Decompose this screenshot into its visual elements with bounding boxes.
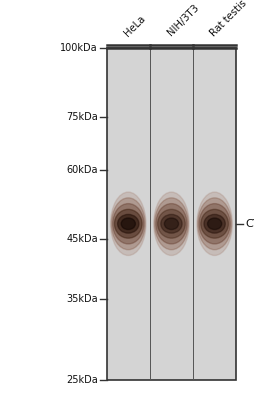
Ellipse shape <box>208 218 222 230</box>
Text: 45kDa: 45kDa <box>66 234 98 244</box>
Ellipse shape <box>197 192 232 256</box>
Ellipse shape <box>161 214 182 233</box>
Ellipse shape <box>155 198 188 250</box>
Ellipse shape <box>198 198 231 250</box>
Text: HeLa: HeLa <box>122 13 147 38</box>
Ellipse shape <box>204 214 225 233</box>
Ellipse shape <box>115 209 142 238</box>
Ellipse shape <box>158 209 185 238</box>
Ellipse shape <box>199 204 230 244</box>
Ellipse shape <box>112 198 145 250</box>
Ellipse shape <box>113 204 144 244</box>
Bar <box>107 48 236 380</box>
Ellipse shape <box>121 218 135 230</box>
Ellipse shape <box>201 209 228 238</box>
Text: 35kDa: 35kDa <box>66 294 98 304</box>
Text: 25kDa: 25kDa <box>66 375 98 385</box>
Text: 60kDa: 60kDa <box>66 165 98 175</box>
Text: Rat testis: Rat testis <box>209 0 249 38</box>
Text: NIH/3T3: NIH/3T3 <box>166 3 201 38</box>
Ellipse shape <box>156 204 187 244</box>
Ellipse shape <box>154 192 189 256</box>
Ellipse shape <box>118 214 139 233</box>
Ellipse shape <box>110 192 146 256</box>
Text: CTBP2: CTBP2 <box>245 219 254 229</box>
Text: 75kDa: 75kDa <box>66 112 98 122</box>
Text: 100kDa: 100kDa <box>60 43 98 53</box>
Ellipse shape <box>164 218 179 230</box>
